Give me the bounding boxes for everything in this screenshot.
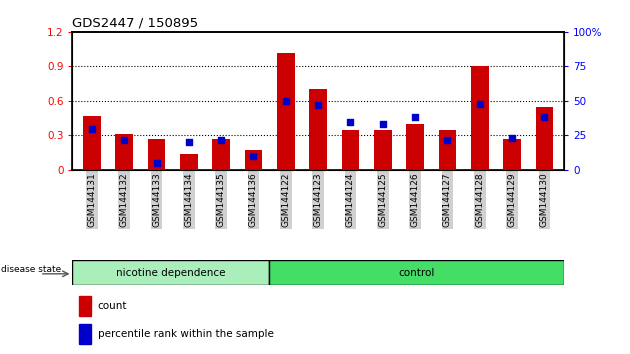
FancyBboxPatch shape [269, 260, 564, 285]
Bar [212, 139, 230, 170]
Point [345, 119, 355, 125]
Point [442, 137, 452, 142]
Point [151, 160, 161, 166]
Bar [503, 139, 521, 170]
Bar [471, 67, 489, 170]
Point [87, 126, 97, 131]
Text: GDS2447 / 150895: GDS2447 / 150895 [72, 16, 198, 29]
Point [410, 115, 420, 120]
Point [184, 139, 194, 145]
Point [475, 101, 485, 107]
FancyBboxPatch shape [72, 260, 269, 285]
Bar [115, 134, 133, 170]
Point [539, 115, 549, 120]
Bar [147, 139, 166, 170]
Text: count: count [98, 301, 127, 310]
Text: disease state: disease state [1, 265, 62, 274]
Point [216, 137, 226, 142]
Bar [277, 53, 295, 170]
Bar [79, 296, 91, 316]
Point [378, 121, 388, 127]
Point [248, 153, 258, 159]
Bar [180, 154, 198, 170]
Bar [79, 324, 91, 344]
Bar [374, 130, 392, 170]
Point [507, 135, 517, 141]
Bar [438, 130, 456, 170]
Text: nicotine dependence: nicotine dependence [116, 268, 226, 278]
Bar [83, 116, 101, 170]
Point [281, 98, 291, 104]
Bar [536, 107, 553, 170]
Bar [244, 150, 262, 170]
Bar [309, 89, 327, 170]
Bar [341, 130, 359, 170]
Text: control: control [398, 268, 435, 278]
Text: percentile rank within the sample: percentile rank within the sample [98, 329, 273, 339]
Point [313, 102, 323, 108]
Point [119, 137, 129, 142]
Bar [406, 124, 424, 170]
